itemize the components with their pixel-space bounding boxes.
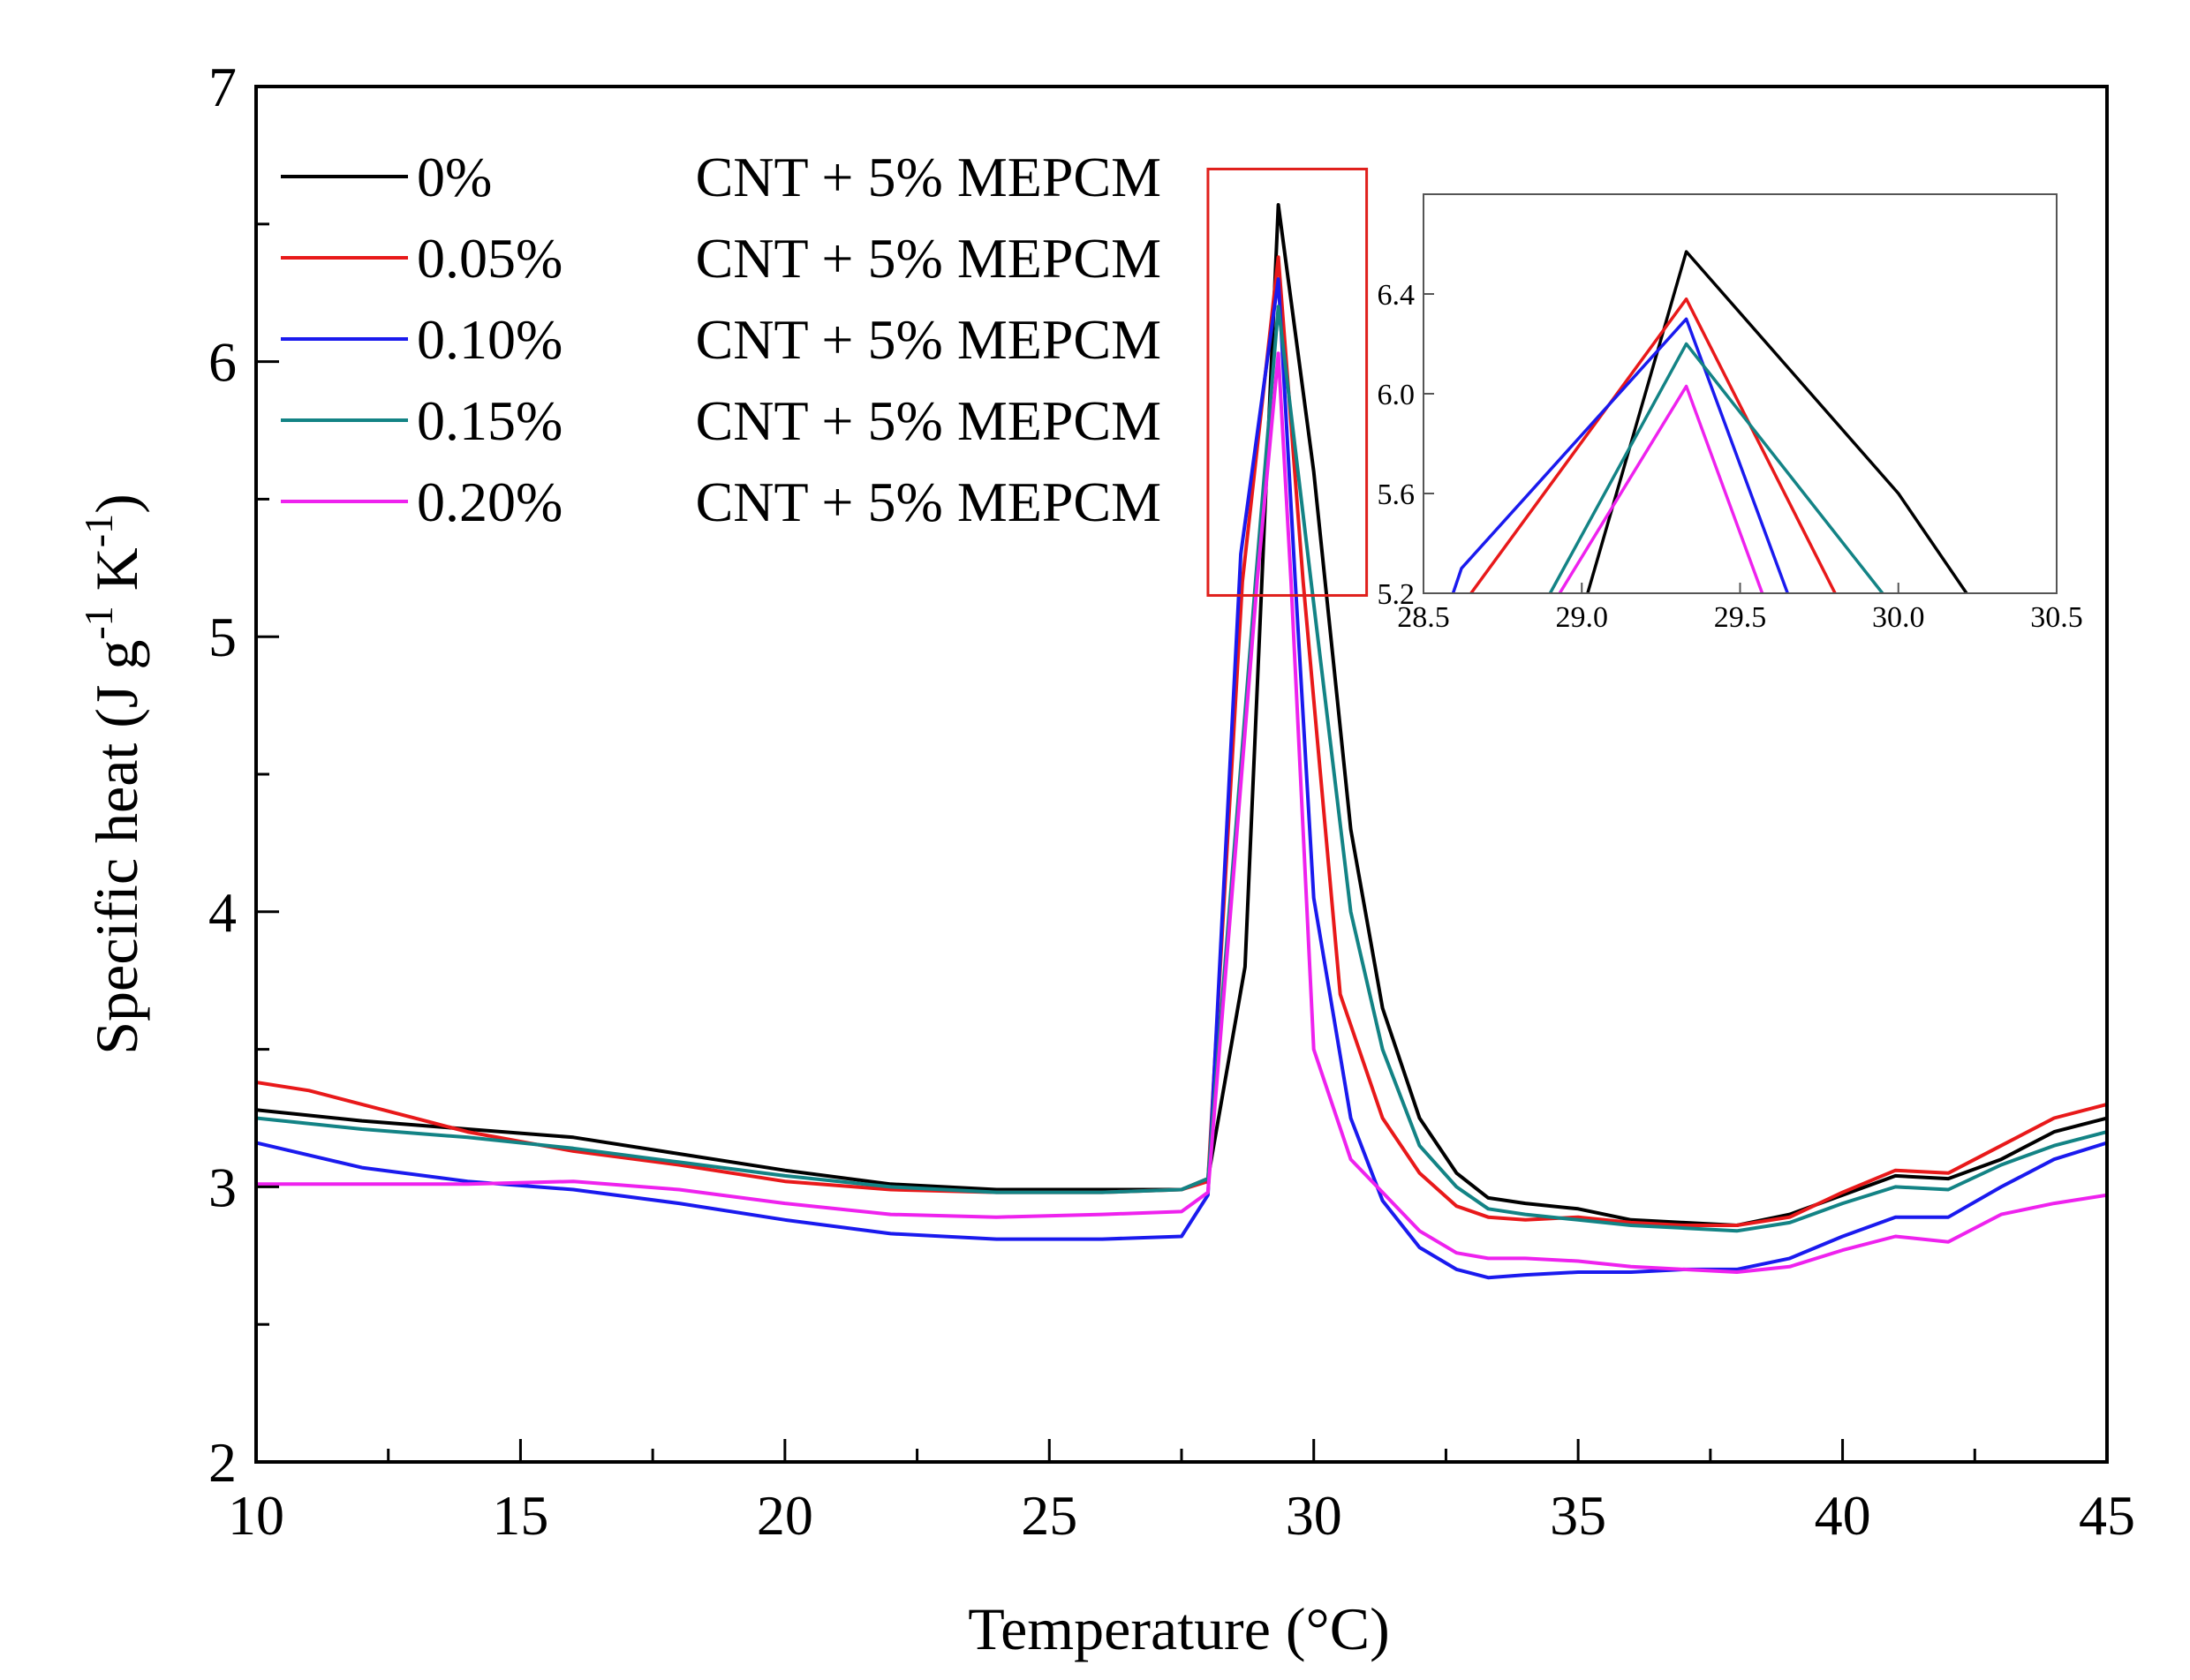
y-axis-title-sup-2: -1	[76, 514, 121, 547]
x-tick-label: 20	[757, 1484, 813, 1547]
legend-label-4: 0.20%	[417, 471, 563, 533]
inset-y-tick-label: 6.0	[1378, 379, 1416, 411]
inset-x-tick-label: 29.5	[1714, 601, 1767, 634]
series-line-0	[256, 203, 2107, 1227]
inset-x-tick-label: 30.5	[2030, 601, 2083, 634]
series-line-2	[256, 277, 2107, 1280]
y-axis-title: Specific heat (J g-1 K-1)	[76, 493, 150, 1055]
y-tick-label: 7	[208, 56, 237, 118]
legend-label-1: 0.05%	[417, 227, 563, 290]
y-tick-label: 4	[208, 881, 237, 944]
legend-label-2: 0.10%	[417, 308, 563, 371]
legend-label-1-suffix: CNT + 5% MEPCM	[696, 227, 1161, 290]
legend-label-4-suffix: CNT + 5% MEPCM	[696, 471, 1161, 533]
x-axis-title: Temperature (°C)	[968, 1595, 1389, 1662]
y-tick-label: 6	[208, 331, 237, 394]
x-tick-label: 25	[1021, 1484, 1077, 1547]
legend: 0% CNT + 5% MEPCM 0.05% CNT + 5% MEPCM 0.10%…	[281, 146, 1161, 533]
inset-plot-area	[1424, 194, 2057, 593]
legend-label-0: 0%	[417, 146, 492, 208]
y-axis-title-prefix: Specific heat (J g	[83, 640, 150, 1055]
x-tick-label: 35	[1550, 1484, 1606, 1547]
series-line-1	[256, 255, 2107, 1227]
y-axis-title-mid: K	[83, 547, 150, 606]
x-tick-label: 15	[492, 1484, 548, 1547]
legend-label-3: 0.15%	[417, 389, 563, 452]
x-tick-labels: 10 15 20 25 30 35 40 45	[228, 1484, 2135, 1547]
inset-x-tick-label: 28.5	[1397, 601, 1450, 634]
inset-plot-frame	[1423, 193, 2058, 594]
y-axis-title-suffix: )	[83, 493, 150, 514]
y-axis-title-sup-1: -1	[76, 606, 121, 639]
inset-x-tick-label: 29.0	[1556, 601, 1609, 634]
x-tick-label: 30	[1286, 1484, 1342, 1547]
series-line-4	[256, 351, 2107, 1274]
x-tick-label: 40	[1815, 1484, 1871, 1547]
inset-x-tick-label: 30.0	[1872, 601, 1925, 634]
legend-label-3-suffix: CNT + 5% MEPCM	[696, 389, 1161, 452]
x-tick-label: 45	[2079, 1484, 2135, 1547]
y-tick-label: 2	[208, 1431, 237, 1494]
inset-y-tick-label: 6.4	[1378, 279, 1416, 312]
series-line-3	[256, 305, 2107, 1233]
main-series-group	[256, 203, 2107, 1280]
main-plot-frame	[254, 85, 2109, 1464]
y-tick-label: 3	[208, 1156, 237, 1218]
inset-y-tick-label: 5.6	[1378, 478, 1416, 511]
y-tick-labels: 2 3 4 5 6 7	[208, 56, 237, 1494]
x-tick-label: 10	[228, 1484, 284, 1547]
inset-tick-labels: 28.5 29.0 29.5 30.0 30.5 5.2 5.6 6.0 6.4	[1378, 279, 2083, 634]
peak-highlight-box	[1206, 167, 1369, 597]
inset-chart: 28.5 29.0 29.5 30.0 30.5 5.2 5.6 6.0 6.4	[1378, 193, 2083, 634]
y-tick-label: 5	[208, 606, 237, 668]
legend-label-0-suffix: CNT + 5% MEPCM	[696, 146, 1161, 208]
legend-label-2-suffix: CNT + 5% MEPCM	[696, 308, 1161, 371]
inset-y-tick-label: 5.2	[1378, 578, 1416, 611]
